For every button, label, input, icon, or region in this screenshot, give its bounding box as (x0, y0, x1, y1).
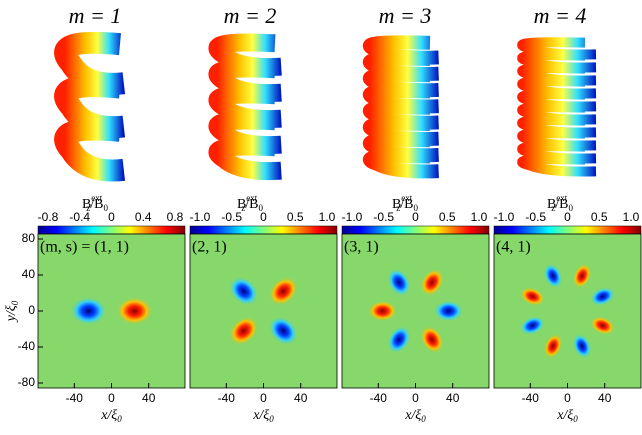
x-tick-label: 0 (260, 391, 267, 405)
x-tick-label: 40 (142, 391, 156, 405)
x-axis-label-part: x/ξ (252, 408, 269, 423)
x-axis-label-part: 0 (269, 414, 274, 424)
x-tick-label: -40 (66, 391, 84, 405)
y-tick-label: -40 (18, 339, 36, 353)
x-axis-label-part: 0 (573, 414, 578, 424)
lobe (70, 297, 107, 326)
colorbar (38, 226, 185, 234)
lobe (116, 297, 153, 326)
x-tick-label: 0 (412, 391, 419, 405)
x-tick-label: -40 (218, 391, 236, 405)
y-axis-label-part: 0 (10, 300, 20, 305)
heatmap-background (342, 234, 489, 388)
heatmap-background (190, 234, 337, 388)
colorbar-tick-label: -0.8 (38, 210, 59, 224)
colorbar-tick-label: 0 (108, 210, 115, 224)
panel-label: (m, s) = (1, 1) (40, 239, 129, 256)
colorbar-tick-label: 0.5 (591, 210, 608, 224)
x-tick-label: -40 (522, 391, 540, 405)
x-axis-label: x/ξ0 (252, 408, 274, 424)
x-axis-label-part: x/ξ (404, 408, 421, 423)
colorbar-tick-label: 1.0 (623, 210, 640, 224)
lobe (368, 300, 398, 321)
x-tick-label: 0 (108, 391, 115, 405)
colorbar-tick-label: -0.5 (525, 210, 546, 224)
x-tick-label: 40 (598, 391, 612, 405)
y-tick-label: 40 (22, 267, 36, 281)
figure: m = 1Bextz/B0-0.8-0.400.40.8(m, s) = (1,… (0, 0, 642, 435)
x-axis-label: x/ξ0 (556, 408, 578, 424)
colorbar-tick-label: -1.0 (342, 210, 363, 224)
panel-title: m = 4 (534, 3, 587, 28)
panel-title: m = 2 (224, 3, 277, 28)
panel-label: (2, 1) (192, 239, 227, 256)
colorbar-tick-label: 0.5 (439, 210, 456, 224)
y-axis-label-part: y/ξ (4, 305, 19, 323)
colorbar-tick-label: 1.0 (319, 210, 336, 224)
x-tick-label: -40 (370, 391, 388, 405)
colorbar-tick-label: -0.4 (69, 210, 90, 224)
y-tick-label: 0 (28, 303, 35, 317)
y-axis-label: y/ξ0 (4, 300, 20, 323)
colorbar-tick-label: -1.0 (494, 210, 515, 224)
x-axis-label: x/ξ0 (100, 408, 122, 424)
helix-coil (370, 156, 439, 171)
x-axis-label-part: 0 (421, 414, 426, 424)
x-tick-label: 40 (446, 391, 460, 405)
colorbar-tick-label: -0.5 (221, 210, 242, 224)
x-axis-label: x/ξ0 (404, 408, 426, 424)
colorbar-tick-label: 0.5 (287, 210, 304, 224)
x-tick-label: 0 (564, 391, 571, 405)
x-axis-label-part: 0 (117, 414, 122, 424)
colorbar (494, 226, 641, 234)
colorbar-tick-label: 1.0 (471, 210, 488, 224)
colorbar-tick-label: -1.0 (190, 210, 211, 224)
panel-title: m = 1 (69, 3, 122, 28)
colorbar-tick-label: 0 (564, 210, 571, 224)
y-tick-label: -80 (18, 375, 36, 389)
panel-label: (4, 1) (496, 239, 531, 256)
x-tick-label: 40 (294, 391, 308, 405)
helix-coil (65, 130, 124, 171)
colorbar-tick-label: 0.8 (167, 210, 184, 224)
colorbar-label-part: /B (90, 197, 103, 212)
helix-coil (522, 159, 596, 171)
colorbar-tick-label: 0 (412, 210, 419, 224)
colorbar-tick-label: 0 (260, 210, 267, 224)
colorbar (190, 226, 337, 234)
colorbar-label-part: /B (245, 197, 258, 212)
colorbar-tick-label: 0.4 (135, 210, 152, 224)
helix-coil (217, 147, 281, 172)
x-axis-label-part: x/ξ (556, 408, 573, 423)
colorbar-tick-label: -0.5 (373, 210, 394, 224)
heatmap-background (494, 234, 641, 388)
colorbar (342, 226, 489, 234)
heatmap-background (38, 234, 185, 388)
y-tick-label: 80 (22, 231, 36, 245)
lobe (434, 300, 464, 321)
panel-title: m = 3 (379, 3, 432, 28)
x-axis-label-part: x/ξ (100, 408, 117, 423)
panel-label: (3, 1) (344, 239, 379, 256)
